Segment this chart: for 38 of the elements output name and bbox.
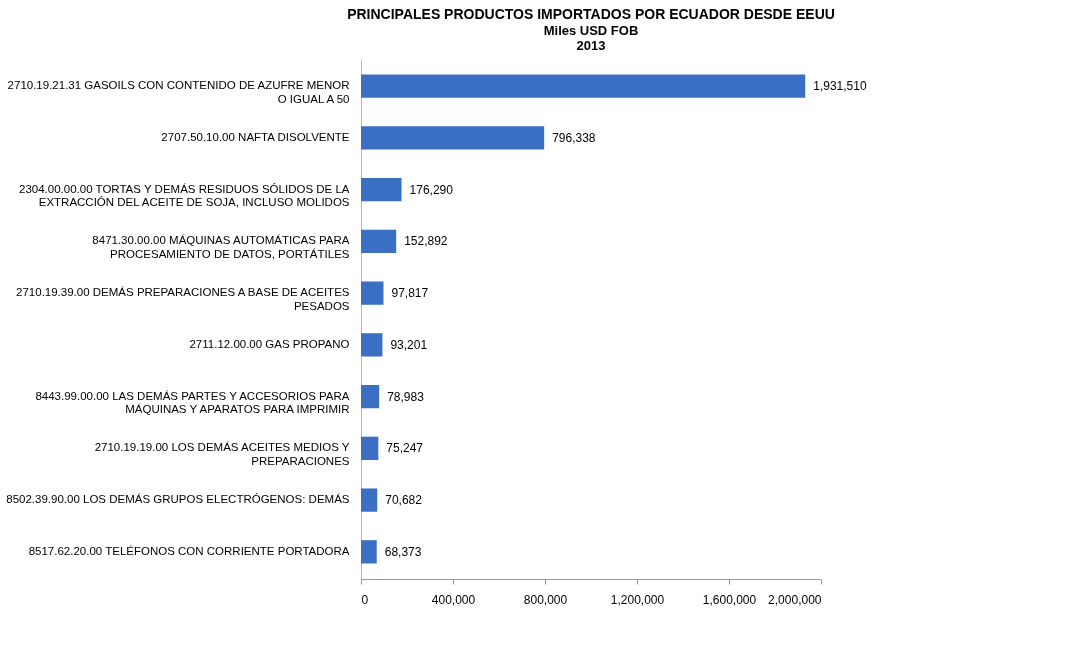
chart-title: PRINCIPALES PRODUCTOS IMPORTADOS POR ECUADOR DESDE EEUU — [347, 6, 835, 22]
bar — [361, 384, 380, 409]
data-label: 75,247 — [386, 441, 424, 456]
data-label: 97,817 — [391, 286, 429, 301]
x-tick-label: 800,000 — [523, 592, 568, 607]
y-tick-label: 8443.99.00.00 LAS DEMÁS PARTES Y ACCESORIOS PARA MÁQUINAS Y APARATOS PARA IMPRIMIR — [35, 389, 350, 416]
bar — [361, 540, 377, 564]
y-tick-label: 8471.30.00.00 MÁQUINAS AUTOMÁTICAS PARA PROCESAMIENTO DE DATOS, PORTÁTILES — [92, 234, 350, 260]
bar — [361, 126, 545, 150]
data-label: 93,201 — [390, 337, 428, 352]
bar — [361, 74, 806, 98]
y-tick-label: 2304.00.00.00 TORTAS Y DEMÁS RESIDUOS SÓLIDOS DE LA EXTRACCIÓN DEL ACEITE DE SOJA, INCLUSO MOLIDOS — [19, 182, 350, 209]
data-label: 78,983 — [387, 389, 425, 404]
data-label: 796,338 — [552, 130, 596, 145]
x-tick-label: 1,600,000 — [702, 592, 757, 607]
y-tick-label: 2710.19.19.00 LOS DEMÁS ACEITES MEDIOS Y PREPARACIONES — [94, 441, 350, 467]
bar — [361, 281, 384, 305]
x-tick-label: 2,000,000 — [768, 592, 822, 607]
y-tick-label: 2711.12.00.00 GAS PROPANO — [189, 337, 350, 350]
data-label: 70,682 — [385, 493, 423, 508]
bar — [361, 229, 397, 254]
data-label: 68,373 — [384, 544, 422, 559]
y-tick-label: 2710.19.39.00 DEMÁS PREPARACIONES A BASE DE ACEITES PESADOS — [16, 286, 350, 312]
data-label: 176,290 — [409, 182, 454, 197]
y-tick-label: 8502.39.90.00 LOS DEMÁS GRUPOS ELECTRÓGENOS: DEMÁS — [6, 493, 350, 506]
x-tick-label: 400,000 — [431, 592, 476, 607]
bar — [361, 178, 402, 202]
x-tick-label: 0 — [361, 592, 369, 607]
bar — [361, 488, 378, 512]
y-tick-label: 2707.50.10.00 NAFTA DISOLVENTE — [161, 130, 350, 143]
bar — [361, 436, 379, 460]
y-tick-label: 8517.62.20.00 TELÉFONOS CON CORRIENTE PORTADORA — [28, 544, 350, 557]
data-label: 152,892 — [404, 234, 448, 249]
y-tick-label: 2710.19.21.31 GASOILS CON CONTENIDO DE AZUFRE MENOR O IGUAL A 50 — [7, 79, 350, 105]
bar — [361, 333, 383, 357]
data-label: 1,931,510 — [813, 79, 867, 94]
chart-subtitle: Miles USD FOB 2013 — [543, 23, 639, 53]
x-tick-label: 1,200,000 — [610, 592, 665, 607]
